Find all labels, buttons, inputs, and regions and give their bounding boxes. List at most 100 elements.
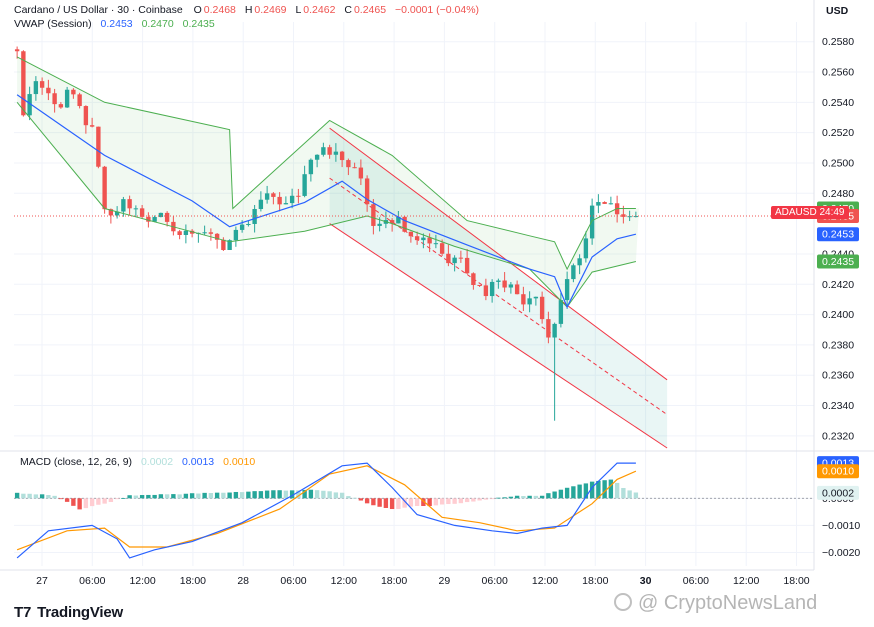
- macd-histogram-bar: [308, 489, 314, 499]
- price-tick-label: 0.2320: [822, 430, 854, 442]
- candle-body: [39, 81, 45, 88]
- brand-name: TradingView: [37, 604, 123, 621]
- macd-histogram-bar: [433, 498, 439, 506]
- macd-histogram-bar: [502, 497, 507, 499]
- macd-histogram-bar: [346, 496, 351, 499]
- macd-histogram-bar: [271, 490, 276, 499]
- macd-histogram-bar: [571, 486, 576, 499]
- watermark-icon: [614, 593, 632, 611]
- macd-histogram-bar: [621, 487, 626, 499]
- macd-histogram-bar: [296, 490, 301, 499]
- macd-histogram-bar: [171, 494, 176, 499]
- candle-body: [496, 280, 501, 282]
- macd-histogram-bar: [121, 498, 126, 499]
- candle-body: [564, 279, 570, 301]
- symbol-title: Cardano / US Dollar · 30 · Coinbase: [14, 4, 183, 16]
- candle-body: [277, 196, 282, 205]
- macd-line: [16, 462, 636, 559]
- candle-body: [589, 205, 595, 239]
- macd-histogram-bar: [196, 493, 201, 499]
- indicator-lines: [14, 56, 814, 309]
- candle-body: [89, 125, 95, 127]
- time-tick-label: 27: [36, 575, 48, 587]
- macd-histogram-bar: [264, 490, 270, 499]
- candle-body: [158, 212, 164, 218]
- candle-body: [427, 237, 432, 244]
- ohlc-legend: Cardano / US Dollar · 30 · Coinbase O 0.2…: [14, 4, 481, 16]
- macd-histogram-bar: [258, 491, 264, 499]
- candle-body: [596, 202, 601, 206]
- candle-body: [146, 216, 151, 222]
- macd-histogram-bar: [608, 479, 614, 499]
- candle-body: [202, 232, 207, 234]
- high-label: H: [244, 4, 253, 16]
- candle-body: [477, 284, 482, 286]
- candle-body: [321, 147, 326, 155]
- candle-body: [271, 193, 276, 197]
- candle-body: [514, 284, 520, 295]
- candle-body: [333, 151, 339, 155]
- macd-histogram-bar: [102, 498, 107, 504]
- macd-histogram-bar: [158, 494, 164, 499]
- time-tick-label: 18:00: [582, 575, 608, 587]
- macd-histogram-bar: [483, 498, 489, 500]
- channel-lower-line: [329, 223, 668, 449]
- candle-body: [83, 106, 89, 126]
- macd-histogram-bar: [71, 498, 76, 506]
- macd-histogram-bar: [377, 498, 382, 507]
- macd-histogram-bar: [514, 495, 520, 499]
- candle-body: [52, 93, 57, 105]
- macd-histogram-bar: [146, 494, 151, 499]
- time-tick-label: 18:00: [783, 575, 809, 587]
- candle-body: [221, 239, 226, 251]
- price-tick-label: 0.2420: [822, 279, 854, 291]
- candle-body: [446, 253, 451, 264]
- vwap-band: [17, 56, 640, 308]
- macd-histogram-bar: [508, 496, 514, 499]
- macd-scale-tag: 0.0010: [822, 466, 854, 478]
- close-label: C: [344, 4, 352, 16]
- price-scale-tag-bg: [817, 254, 859, 269]
- candle-body: [377, 223, 382, 226]
- low-value: 0.2462: [303, 4, 336, 16]
- macd-histogram-bar: [227, 492, 232, 499]
- candle-body: [21, 51, 26, 116]
- macd-histogram-bar: [596, 480, 601, 499]
- currency-label[interactable]: USD: [826, 5, 849, 17]
- macd-histogram-bar: [202, 492, 207, 499]
- macd-histogram-bar: [464, 498, 470, 503]
- candle-body: [283, 203, 289, 205]
- macd-histogram-bar: [389, 498, 395, 510]
- macd-histogram-bar: [408, 498, 414, 507]
- candle-body: [327, 147, 332, 155]
- candle-body: [339, 151, 345, 161]
- vwap-legend: VWAP (Session) 0.2453 0.2470 0.2435: [14, 18, 217, 30]
- macd-histogram-bar: [546, 493, 551, 499]
- candle-body: [302, 174, 307, 196]
- candle-body: [296, 195, 301, 197]
- macd-histogram-bar: [289, 490, 295, 499]
- macd-histogram-bar: [33, 494, 39, 499]
- tradingview-logo[interactable]: T7 TradingView: [14, 604, 123, 621]
- watermark-text: @ CryptoNewsLand: [638, 592, 818, 614]
- macd-histogram-bar: [602, 480, 607, 499]
- macd-histogram-bar: [64, 498, 70, 502]
- candle-body: [208, 232, 214, 234]
- candle-body: [183, 230, 189, 235]
- macd-histogram-bar: [333, 492, 339, 499]
- candle-body: [483, 285, 489, 297]
- candle-body: [558, 300, 564, 324]
- candle-body: [152, 217, 157, 222]
- macd-histogram-bar: [439, 498, 445, 505]
- macd-histogram-bar: [383, 498, 389, 508]
- high-value: 0.2469: [254, 4, 287, 16]
- macd-histogram-bar: [114, 498, 120, 500]
- macd-histogram-bar: [371, 498, 376, 506]
- price-scale-tag: 0.2453: [822, 229, 854, 241]
- last-price-tag: ADAUSD 24:49: [771, 206, 849, 219]
- macd-histogram-bar: [27, 493, 32, 499]
- price-tick-label: 0.2380: [822, 339, 854, 351]
- candle-body: [27, 94, 32, 116]
- macd-histogram-bar: [614, 482, 620, 499]
